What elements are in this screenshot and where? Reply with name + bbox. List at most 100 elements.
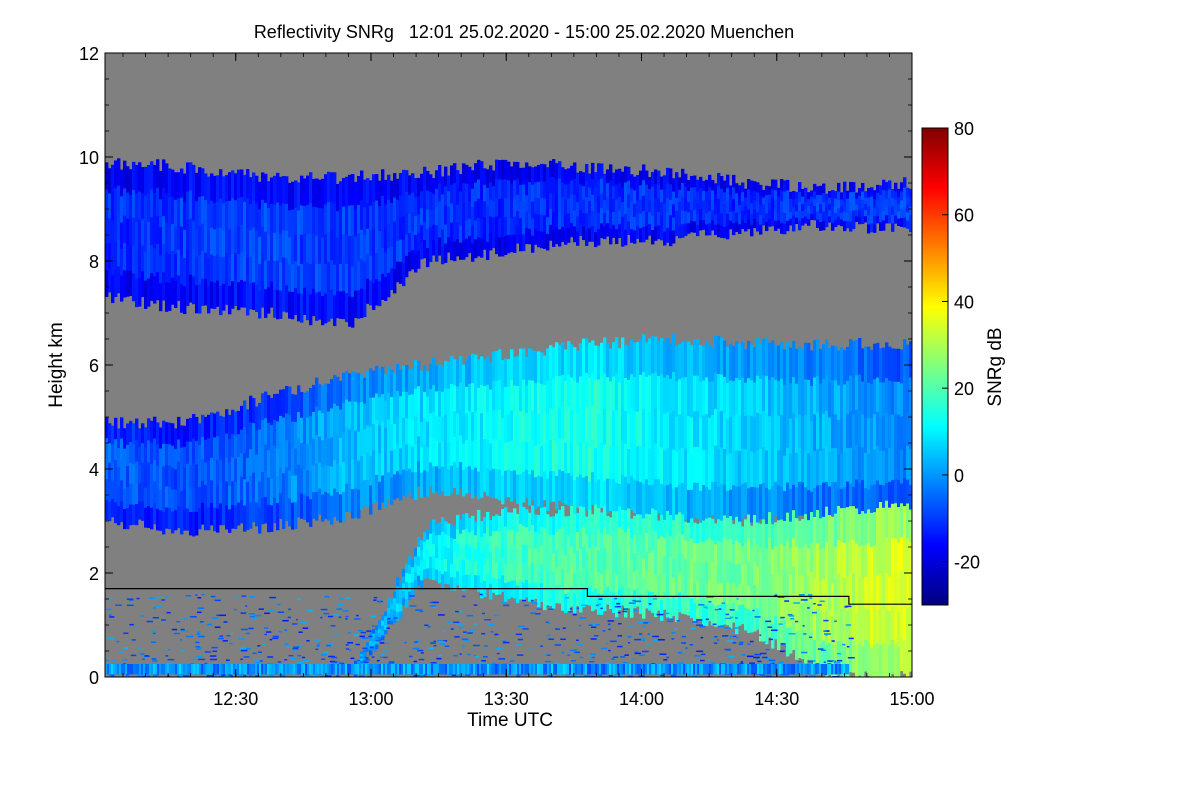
layer-cell-middle [510,470,514,502]
layer-cell-lower [753,514,757,539]
clutter-cell [226,662,230,664]
layer-cell-middle [213,483,217,508]
layer-cell-middle [825,374,829,411]
layer-cell-lower [561,589,565,611]
clutter-cell [415,609,423,611]
layer-cell-upper [906,195,910,205]
layer-cell-upper [678,213,682,227]
layer-cell-middle [807,452,811,490]
layer-cell-upper [771,188,775,199]
clutter-cell [150,630,157,633]
layer-cell-upper [126,270,130,297]
layer-cell-lower [357,660,361,662]
clutter-cell [240,649,248,652]
layer-cell-middle [408,369,412,395]
clutter-base [173,664,176,675]
layer-cell-upper [228,257,232,286]
layer-cell-upper [147,249,151,279]
clutter-base [517,664,520,675]
layer-cell-upper [375,252,379,280]
layer-cell-lower [360,660,364,664]
layer-cell-middle [222,459,226,482]
clutter-cell [681,642,686,644]
clutter-cell [614,597,618,600]
layer-cell-upper [537,164,541,182]
layer-cell-middle [645,376,649,411]
clutter-base [499,664,502,675]
layer-cell-middle [681,342,685,378]
layer-cell-middle [777,450,781,486]
clutter-base [105,664,108,675]
layer-cell-upper [492,170,496,187]
layer-cell-lower [765,619,769,645]
layer-cell-lower [798,602,802,631]
layer-cell-lower [555,549,559,568]
clutter-cell [613,675,617,677]
layer-cell-lower [624,574,628,597]
layer-cell-upper [594,187,598,203]
layer-cell-middle [489,389,493,417]
clutter-cell [196,648,202,650]
clutter-base [369,664,372,675]
layer-cell-middle [582,407,586,443]
layer-cell-lower [489,535,493,553]
layer-cell-middle [444,468,448,496]
layer-cell-upper [756,182,760,193]
clutter-cell [765,648,770,651]
layer-cell-middle [624,410,628,444]
layer-cell-middle [579,343,583,377]
clutter-cell [367,649,371,651]
layer-cell-lower [765,571,769,597]
layer-cell-lower [735,540,739,565]
layer-cell-lower [510,563,514,581]
layer-cell-middle [453,461,457,488]
layer-cell-middle [522,440,526,472]
layer-cell-upper [774,210,778,221]
layer-cell-upper [498,198,502,219]
layer-cell-upper [807,212,811,220]
clutter-base [703,664,706,675]
layer-cell-lower [732,524,736,545]
layer-cell-middle [243,478,247,506]
layer-cell-middle [222,481,226,504]
layer-cell-lower [810,571,814,603]
layer-cell-upper [684,223,688,236]
layer-cell-lower [714,564,718,586]
layer-cell-upper [705,212,709,225]
clutter-cell [628,602,636,604]
layer-cell-lower [705,561,709,584]
layer-cell-upper [528,166,532,183]
layer-cell-middle [252,496,256,523]
layer-cell-lower [831,549,835,584]
layer-cell-middle [138,482,142,502]
layer-cell-middle [669,413,673,449]
layer-cell-lower [606,516,610,535]
layer-cell-lower [750,589,754,612]
layer-cell-middle [465,359,469,387]
layer-cell-upper [114,269,118,298]
layer-cell-middle [819,416,823,452]
layer-cell-lower [702,520,706,542]
layer-cell-middle [747,487,751,526]
layer-cell-lower [516,567,520,586]
layer-cell-lower [900,637,904,672]
clutter-cell [345,644,349,646]
layer-cell-lower [900,536,904,571]
layer-cell-middle [789,453,793,489]
clutter-cell [572,613,577,616]
layer-cell-middle [375,420,379,448]
layer-cell-lower [636,514,640,533]
layer-cell-middle [855,444,859,480]
layer-cell-middle [147,440,151,463]
layer-cell-upper [240,224,244,253]
layer-cell-lower [633,589,637,609]
layer-cell-middle [744,448,748,483]
clutter-cell [278,630,282,633]
layer-cell-upper [747,208,751,220]
layer-cell-middle [783,420,787,456]
layer-cell-lower [573,533,577,554]
clutter-base [455,664,458,675]
layer-cell-middle [444,360,448,389]
layer-cell-lower [111,680,114,682]
layer-cell-middle [816,339,820,377]
